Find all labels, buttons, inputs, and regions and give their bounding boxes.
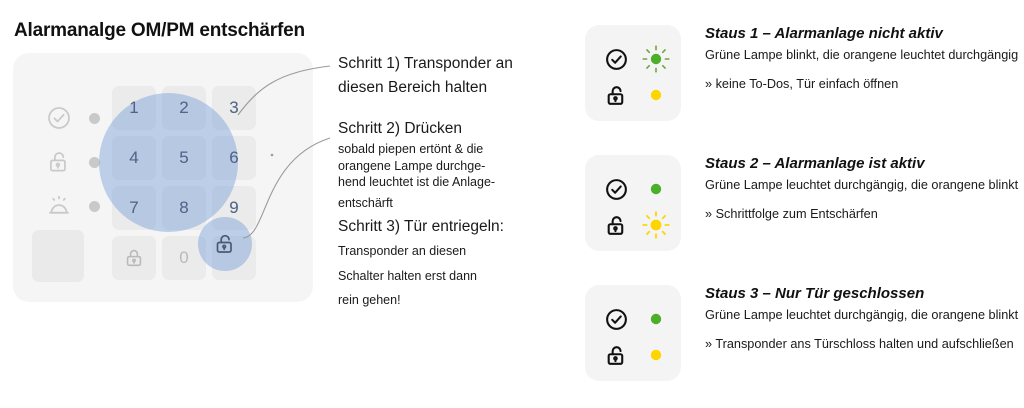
check-circle-icon (604, 47, 629, 72)
transponder-reader-pad[interactable] (32, 230, 84, 282)
keypad-grid: 1 2 3 4 5 6 7 8 9 0 (112, 86, 256, 280)
status-card-3-description: Grüne Lampe leuchtet durchgängig, die or… (705, 307, 1019, 322)
device-led-door (89, 156, 100, 168)
step-1-heading: Schritt 1) Transponder an diesen Bereich… (338, 52, 553, 100)
status-card-2-row-green (604, 174, 675, 204)
device-status-indicator-list (46, 96, 116, 228)
yellow-lamp-blinking-icon (637, 210, 675, 240)
step-3-body-line-3: rein gehen! (338, 293, 401, 308)
device-status-row-door (46, 140, 116, 184)
status-card-3-title: Staus 3 – Nur Tür geschlossen (705, 285, 925, 302)
step-3-body-line-1: Transponder an diesen (338, 244, 467, 259)
step-2-body-line-1: sobald piepen ertönt & die (338, 142, 484, 157)
keypad-key-6[interactable]: 6 (212, 136, 256, 180)
step-3-body: Transponder an diesen Schalter halten er… (338, 239, 553, 312)
step-2-body-line-2: orangene Lampe durchge- (338, 158, 486, 173)
unlock-icon (604, 213, 629, 238)
status-card-1-row-yellow (604, 80, 675, 110)
status-card-1-action: » keine To-Dos, Tür einfach öffnen (705, 76, 899, 91)
keypad-key-0[interactable]: 0 (162, 236, 206, 280)
check-circle-icon (46, 105, 72, 131)
unlock-icon (46, 149, 72, 175)
unlock-icon (604, 83, 629, 108)
page-title: Alarmanalge OM/PM entschärfen (14, 20, 305, 41)
keypad-key-8[interactable]: 8 (162, 186, 206, 230)
step-2-body: sobald piepen ertönt & die orangene Lamp… (338, 141, 553, 191)
status-card-1-text: Staus 1 – Alarmanlage nicht aktiv Grüne … (705, 25, 1024, 92)
status-card-1-title: Staus 1 – Alarmanlage nicht aktiv (705, 25, 943, 42)
step-2-body-line-4: entschärft (338, 195, 393, 210)
check-circle-icon (604, 177, 629, 202)
unlock-key-highlight[interactable] (198, 217, 252, 271)
check-circle-icon (604, 307, 629, 332)
step-3-body-line-2: Schalter halten erst dann (338, 268, 477, 283)
device-status-row-alarm (46, 184, 116, 228)
keypad-key-5[interactable]: 5 (162, 136, 206, 180)
step-2-heading: Schritt 2) Drücken (338, 120, 463, 138)
status-card-2-text: Staus 2 – Alarmanlage ist aktiv Grüne La… (705, 155, 1024, 222)
status-card-3-icon-panel (585, 285, 681, 381)
keypad-key-3[interactable]: 3 (212, 86, 256, 130)
status-card-2-row-yellow (604, 210, 675, 240)
green-lamp-blinking-icon (637, 44, 675, 74)
status-card-3-text: Staus 3 – Nur Tür geschlossen Grüne Lamp… (705, 285, 1024, 352)
step-3-heading: Schritt 3) Tür entriegeln: (338, 218, 504, 236)
green-lamp-steady-icon (637, 174, 675, 204)
green-lamp-steady-icon (637, 304, 675, 334)
status-card-3: Staus 3 – Nur Tür geschlossen Grüne Lamp… (585, 285, 1024, 405)
instruction-steps: Schritt 1) Transponder an diesen Bereich… (338, 52, 553, 312)
yellow-lamp-steady-icon (637, 80, 675, 110)
lock-icon (123, 247, 145, 269)
status-card-2-action: » Schrittfolge zum Entschärfen (705, 206, 878, 221)
status-card-2: Staus 2 – Alarmanlage ist aktiv Grüne La… (585, 155, 1024, 275)
status-card-1-row-green (604, 44, 675, 74)
device-status-row-armed (46, 96, 116, 140)
keypad-key-1[interactable]: 1 (112, 86, 156, 130)
keypad-key-4[interactable]: 4 (112, 136, 156, 180)
status-card-3-row-green (604, 304, 675, 334)
keypad-key-2[interactable]: 2 (162, 86, 206, 130)
unlock-icon (213, 232, 237, 256)
step-2-body-line-3: hend leuchtet ist die Anlage- (338, 175, 496, 190)
yellow-lamp-steady-icon (637, 340, 675, 370)
keypad-key-7[interactable]: 7 (112, 186, 156, 230)
status-card-1: Staus 1 – Alarmanlage nicht aktiv Grüne … (585, 25, 1024, 145)
status-card-2-icon-panel (585, 155, 681, 251)
alarm-siren-icon (46, 193, 72, 219)
status-card-3-row-yellow (604, 340, 675, 370)
device-led-alarm (89, 200, 100, 212)
status-card-3-action: » Transponder ans Türschloss halten und … (705, 336, 1014, 351)
status-card-1-icon-panel (585, 25, 681, 121)
step-1-heading-line-1: Schritt 1) Transponder an (338, 55, 513, 72)
keypad-device-panel: 1 2 3 4 5 6 7 8 9 0 1 2 3 4 5 (13, 53, 313, 302)
step-1-heading-line-2: diesen Bereich halten (338, 79, 488, 97)
keypad-key-lock[interactable] (112, 236, 156, 280)
status-card-2-title: Staus 2 – Alarmanlage ist aktiv (705, 155, 925, 172)
device-led-armed (89, 112, 100, 124)
status-card-2-description: Grüne Lampe leuchtet durchgängig, die or… (705, 177, 1019, 192)
unlock-icon (604, 343, 629, 368)
status-card-1-description: Grüne Lampe blinkt, die orangene leuchte… (705, 47, 1019, 62)
